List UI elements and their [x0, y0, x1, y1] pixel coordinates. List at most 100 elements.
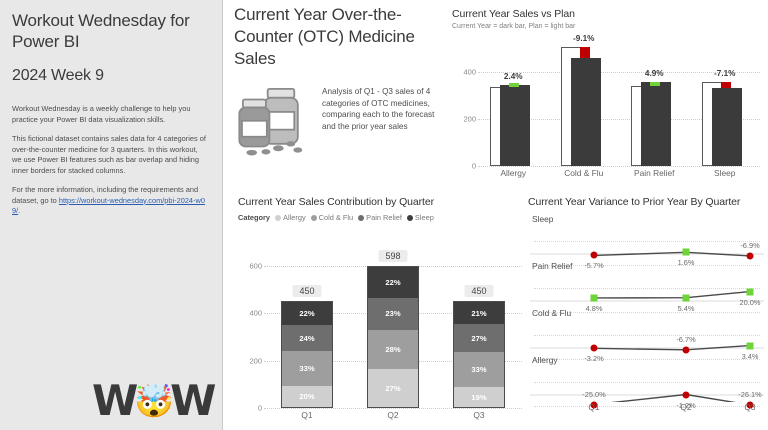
data-point[interactable]	[682, 294, 690, 302]
variance-line	[610, 393, 737, 402]
stacked-column[interactable]: 450 21% 27% 33% 19%	[453, 285, 505, 408]
column-total-label: 598	[378, 249, 408, 262]
legend-label: Sleep	[414, 213, 434, 222]
stack-segment[interactable]: 22%	[368, 266, 418, 298]
x-tick-label[interactable]: Allergy	[500, 168, 527, 178]
chart-sales-vs-plan-x-axis: Allergy Cold & Flu Pain Relief Sleep	[478, 168, 760, 184]
legend-swatch-icon	[275, 214, 282, 221]
legend-label: Allergy	[283, 213, 306, 222]
stack-segment[interactable]: 20%	[282, 385, 332, 407]
variance-line	[593, 290, 751, 299]
stack-segment[interactable]: 22%	[282, 302, 332, 326]
wow-logo: W 🤯 W	[92, 376, 217, 425]
x-tick-label[interactable]: Q3	[473, 410, 485, 420]
sidebar-week: 2024 Week 9	[12, 67, 104, 84]
variance-panel-title: Cold & Flu	[532, 308, 572, 318]
stack-segment[interactable]: 33%	[454, 352, 504, 388]
x-tick-label[interactable]: Q1	[588, 402, 600, 412]
chart-sales-contribution-columns: 450 22% 24% 33% 20% 598 22% 23% 28% 27% 450 21% 27% 3…	[264, 249, 522, 408]
legend-item[interactable]: Cold & Flu	[310, 213, 354, 222]
wow-logo-left: W	[92, 376, 138, 425]
variance-marker	[650, 82, 661, 87]
variance-panel[interactable]: Sleep -5.7% 1.6% -6.9%	[528, 214, 766, 270]
legend-item[interactable]: Allergy	[275, 213, 306, 222]
variance-label: -9.1%	[573, 34, 595, 44]
chart-sales-contribution-legend[interactable]: Category Allergy Cold & Flu Pain Relief Sle…	[238, 213, 524, 222]
variance-marker	[509, 83, 520, 88]
variance-panel[interactable]: Cold & Flu -3.2% -6.7% 3.4%	[528, 308, 766, 363]
data-point[interactable]	[682, 391, 690, 398]
x-tick-label[interactable]: Cold & Flu	[564, 168, 604, 178]
bar-group[interactable]: 2.4%	[487, 44, 539, 166]
legend-label: Cold & Flu	[318, 213, 354, 222]
data-label: 5.4%	[677, 303, 695, 313]
negative-marker-icon	[590, 344, 598, 352]
variance-panel-plot: -3.2% -6.7% 3.4%	[528, 319, 766, 363]
positive-marker-icon	[682, 294, 690, 302]
legend-item[interactable]: Pain Relief	[358, 213, 402, 222]
chart-sales-contribution[interactable]: Current Year Sales Contribution by Quart…	[238, 196, 524, 428]
data-point[interactable]	[746, 401, 754, 409]
data-label: -3.2%	[584, 354, 604, 364]
negative-marker-icon	[590, 251, 598, 259]
variance-label: -7.1%	[714, 69, 736, 79]
data-point[interactable]	[590, 401, 598, 408]
data-label: -25.0%	[582, 389, 606, 399]
intro-block: Analysis of Q1 - Q3 sales of 4 categorie…	[232, 80, 448, 158]
y-tick-label: 400	[463, 67, 476, 77]
data-point[interactable]	[590, 294, 598, 302]
negative-marker-icon	[746, 252, 754, 260]
y-tick-label: 0	[257, 403, 262, 413]
intro-text: Analysis of Q1 - Q3 sales of 4 categorie…	[322, 87, 435, 131]
x-tick-label[interactable]: Q3	[744, 402, 756, 412]
data-point[interactable]	[746, 288, 754, 296]
bar-group[interactable]: 4.9%	[628, 44, 680, 166]
current-year-bar[interactable]	[711, 88, 742, 166]
x-tick-label[interactable]: Q2	[387, 410, 399, 420]
x-tick-label[interactable]: Q2	[680, 402, 692, 412]
chart-sales-vs-plan[interactable]: Current Year Sales vs Plan Current Year …	[452, 8, 764, 188]
stack-segment[interactable]: 28%	[368, 329, 418, 370]
chart-sales-contribution-x-axis: Q1 Q2 Q3	[264, 410, 522, 426]
stack-segment[interactable]: 19%	[454, 387, 504, 407]
stacked-column[interactable]: 450 22% 24% 33% 20%	[281, 285, 333, 408]
variance-panel[interactable]: Allergy -25.0% -1.2% -26.1%	[528, 355, 766, 410]
bar-group[interactable]: -9.1%	[558, 34, 610, 166]
workout-wednesday-link[interactable]: https://workout-wednesday.com/pbi-2024-w…	[12, 195, 205, 216]
page-title: Current Year Over-the-Counter (OTC) Medi…	[234, 5, 415, 68]
data-label: -26.1%	[738, 389, 762, 399]
sidebar-paragraph-1: Workout Wednesday is a weekly challenge …	[12, 104, 191, 124]
data-point[interactable]	[682, 248, 690, 256]
stack-segment[interactable]: 27%	[454, 324, 504, 353]
exploding-head-icon: 🤯	[134, 382, 174, 420]
current-year-bar[interactable]	[641, 82, 672, 166]
y-tick-label: 600	[249, 261, 262, 270]
gridline	[478, 72, 760, 74]
bar-group[interactable]: -7.1%	[699, 44, 751, 166]
chart-sales-contribution-title: Current Year Sales Contribution by Quart…	[238, 196, 434, 208]
legend-item[interactable]: Sleep	[406, 213, 434, 222]
data-point[interactable]	[590, 344, 598, 352]
data-label: -6.9%	[740, 240, 760, 250]
chart-variance-prior-year[interactable]: Current Year Variance to Prior Year By Q…	[528, 196, 766, 428]
gridline	[478, 166, 760, 167]
current-year-bar[interactable]	[500, 85, 531, 166]
stack-segment[interactable]: 21%	[454, 302, 504, 325]
data-point[interactable]	[590, 251, 598, 259]
x-tick-label[interactable]: Pain Relief	[633, 168, 675, 178]
chart-sales-contribution-plot: 0 200 400 600 450 22% 24% 33% 20% 598 22% 23% 28% 27…	[238, 238, 524, 428]
stack-segment[interactable]: 33%	[282, 350, 332, 386]
data-point[interactable]	[746, 342, 754, 350]
data-point[interactable]	[746, 252, 754, 260]
data-point[interactable]	[682, 346, 690, 354]
variance-panel-plot: 4.8% 5.4% 20.0%	[528, 272, 766, 313]
variance-panel[interactable]: Pain Relief 4.8% 5.4% 20.0%	[528, 261, 766, 313]
gridline	[534, 241, 760, 242]
x-tick-label[interactable]: Sleep	[714, 168, 736, 178]
stack-segment[interactable]: 24%	[282, 325, 332, 351]
stack-segment[interactable]: 27%	[368, 369, 418, 407]
current-year-bar[interactable]	[570, 57, 601, 166]
stack-segment[interactable]: 23%	[368, 297, 418, 330]
stacked-column[interactable]: 598 22% 23% 28% 27%	[367, 249, 419, 408]
x-tick-label[interactable]: Q1	[301, 410, 313, 420]
